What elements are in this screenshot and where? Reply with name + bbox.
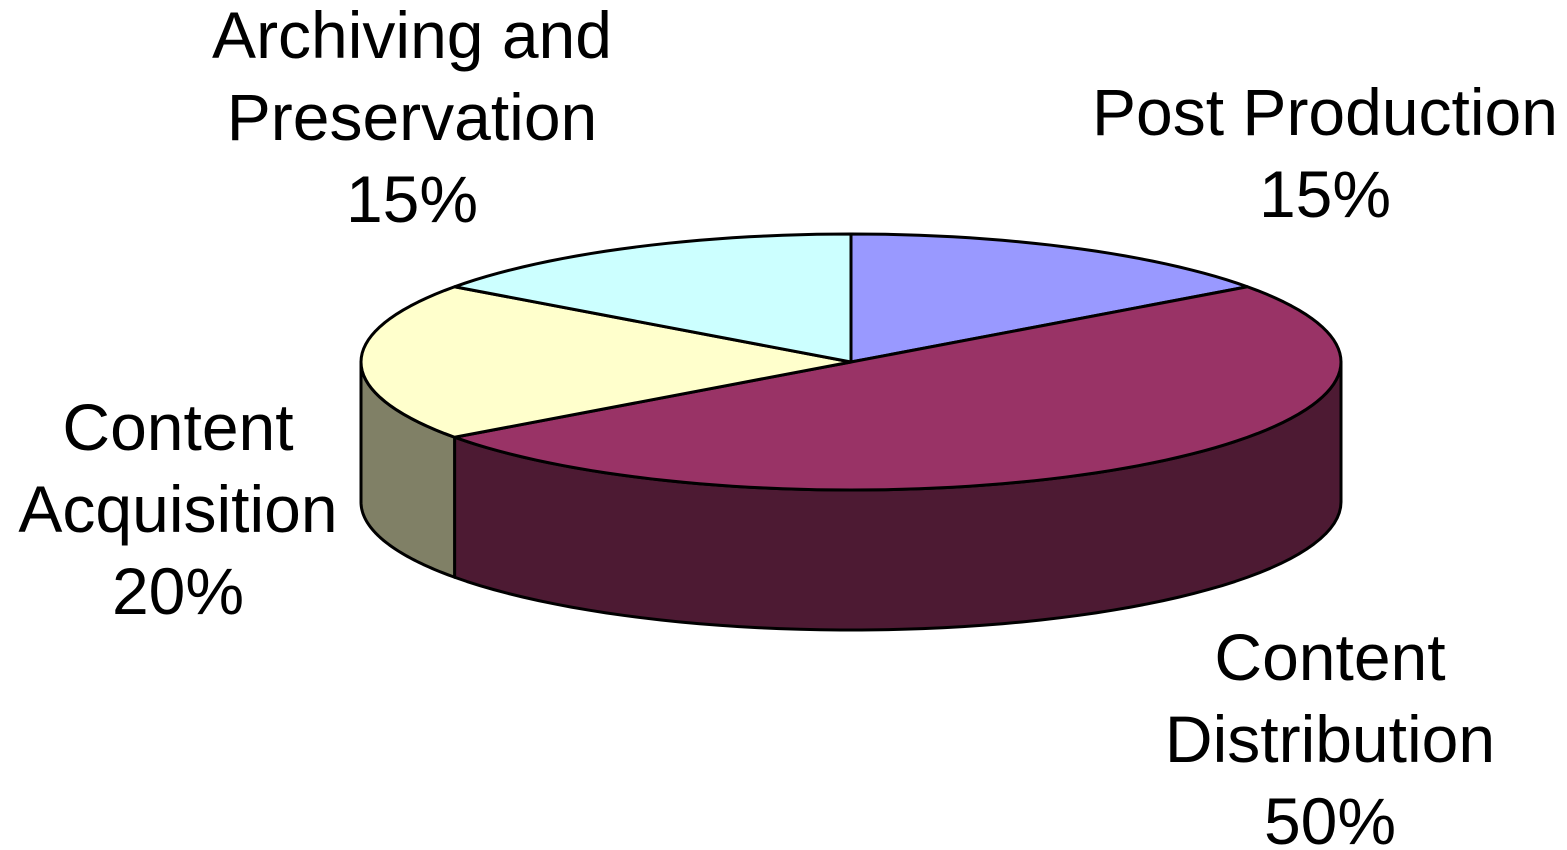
pie-slice-3 — [453, 232, 853, 364]
slice-name-line: Preservation — [227, 80, 598, 154]
slice-value-label: 20% — [112, 554, 244, 628]
slice-name-line: Archiving and — [212, 0, 612, 72]
pie-tops — [359, 232, 1343, 492]
slice-name-line: Distribution — [1165, 702, 1495, 776]
slice-name-line: Content — [1214, 620, 1445, 694]
pie-slice-0 — [849, 232, 1249, 364]
pie-slice-1 — [453, 285, 1343, 492]
slice-name-line: Post Production — [1092, 75, 1558, 149]
slice-label-1: Content Distribution 50% — [1165, 620, 1495, 850]
slice-labels: Post Production 15% Content Distribution 50%… — [18, 0, 1558, 850]
slice-value-label: 15% — [1259, 157, 1391, 231]
slice-name-line: Acquisition — [18, 472, 337, 546]
slice-value-label: 15% — [346, 162, 478, 236]
slice-value-label: 50% — [1264, 784, 1396, 850]
slice-name-line: Content — [62, 390, 293, 464]
pie-slice-2 — [359, 285, 853, 439]
slice-label-0: Post Production 15% — [1092, 75, 1558, 231]
slice-label-3: Archiving and Preservation 15% — [212, 0, 612, 236]
slice-label-2: Content Acquisition 20% — [18, 390, 337, 628]
